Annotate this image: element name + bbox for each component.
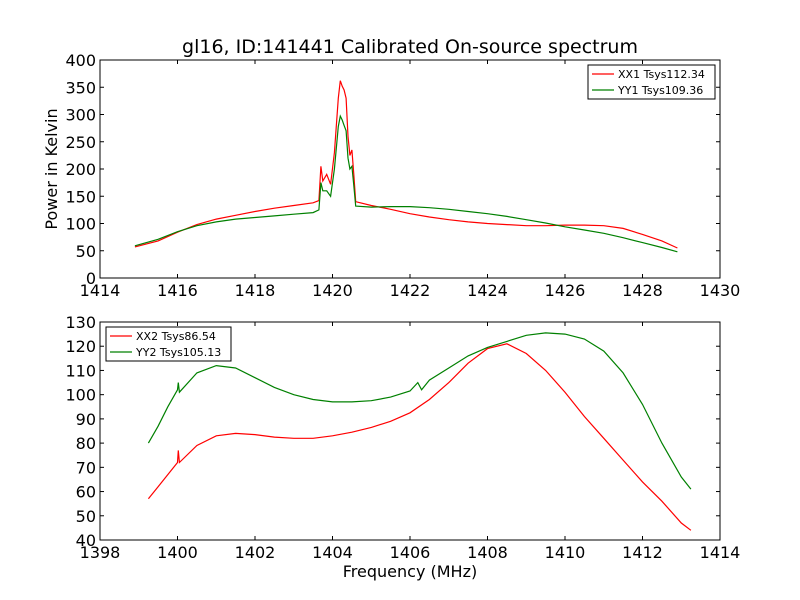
y-tick-label: 110 <box>65 361 96 380</box>
y-tick-label: 200 <box>65 160 96 179</box>
x-tick-label: 1400 <box>157 543 198 562</box>
x-tick-label: 1426 <box>545 281 586 300</box>
x-tick-label: 1430 <box>700 281 741 300</box>
legend-label: YY2 Tsys105.13 <box>135 346 221 359</box>
x-tick-label: 1408 <box>467 543 508 562</box>
legend-box <box>587 64 716 100</box>
series-line-1 <box>134 80 678 249</box>
x-tick-label: 1414 <box>80 281 121 300</box>
top-plot-panel: 1414 1416 1418 1420 1422 1424 1426 1428 1430 0 50 1… <box>65 51 740 300</box>
legend: XX2 Tsys86.54 YY2 Tsys105.13 <box>105 326 232 362</box>
series-line-1 <box>147 343 692 531</box>
legend-label: XX1 Tsys112.34 <box>618 68 705 81</box>
x-tick-label: 1398 <box>80 543 121 562</box>
chart-title: gl16, ID:141441 Calibrated On-source spe… <box>182 36 638 58</box>
y-tick-label: 120 <box>65 337 96 356</box>
y-tick-label: 250 <box>65 133 96 152</box>
y-tick-label: 130 <box>65 313 96 332</box>
x-tick-label: 1412 <box>622 543 663 562</box>
y-tick-label: 70 <box>76 458 96 477</box>
y-tick-label: 50 <box>76 507 96 526</box>
series-line-2 <box>134 114 678 253</box>
x-tick-label: 1422 <box>390 281 431 300</box>
y-tick-label: 90 <box>76 410 96 429</box>
legend: XX1 Tsys112.34 YY1 Tsys109.36 <box>587 64 716 100</box>
y-tick-label: 40 <box>76 531 96 550</box>
y-tick-label: 50 <box>76 242 96 261</box>
x-tick-label: 1406 <box>390 543 431 562</box>
y-axis-label: Power in Kelvin <box>42 108 61 229</box>
y-tick-label: 0 <box>86 269 96 288</box>
y-tick-label: 350 <box>65 78 96 97</box>
y-tick-label: 100 <box>65 386 96 405</box>
x-tick-label: 1414 <box>700 543 741 562</box>
x-axis-label: Frequency (MHz) <box>343 562 477 581</box>
x-tick-label: 1410 <box>545 543 586 562</box>
x-tick-label: 1420 <box>312 281 353 300</box>
series-line-2 <box>147 332 692 490</box>
legend-label: XX2 Tsys86.54 <box>136 330 216 343</box>
y-tick-label: 100 <box>65 215 96 234</box>
x-tick-label: 1404 <box>312 543 353 562</box>
x-tick-label: 1418 <box>235 281 276 300</box>
y-tick-label: 80 <box>76 434 96 453</box>
x-tick-label: 1416 <box>157 281 198 300</box>
bottom-plot-panel: 1398 1400 1402 1404 1406 1408 1410 1412 1414 40 50… <box>65 313 740 562</box>
x-tick-label: 1424 <box>467 281 508 300</box>
y-tick-label: 150 <box>65 187 96 206</box>
x-tick-label: 1402 <box>235 543 276 562</box>
y-tick-label: 60 <box>76 483 96 502</box>
y-tick-label: 400 <box>65 51 96 70</box>
y-tick-label: 300 <box>65 106 96 125</box>
x-tick-label: 1428 <box>622 281 663 300</box>
legend-box <box>105 326 232 362</box>
legend-label: YY1 Tsys109.36 <box>617 84 703 97</box>
